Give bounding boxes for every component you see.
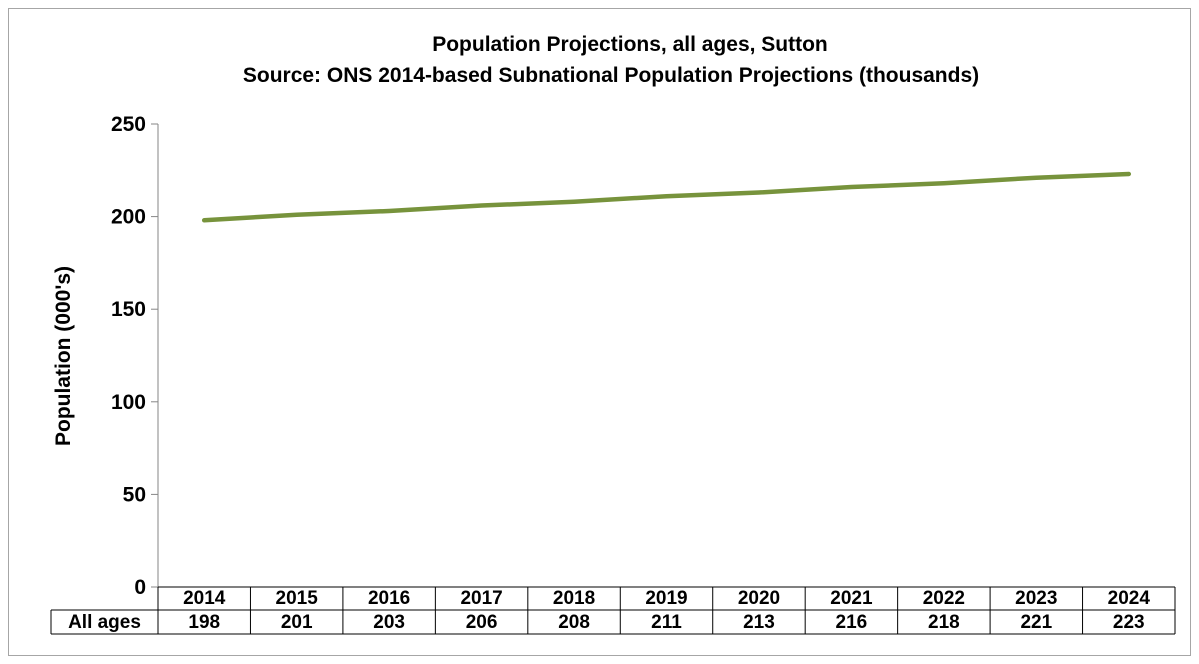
x-category-label: 2016 xyxy=(368,588,410,609)
y-tick-label: 250 xyxy=(111,113,146,136)
table-value-cell: 198 xyxy=(188,612,220,633)
x-category-label: 2015 xyxy=(276,588,319,609)
x-category-label: 2022 xyxy=(923,588,965,609)
table-value-cell: 208 xyxy=(558,612,590,633)
y-tick-label: 200 xyxy=(111,206,146,229)
x-category-label: 2014 xyxy=(183,588,226,609)
chart-title: Population Projections, all ages, Sutton xyxy=(432,33,828,56)
y-axis-label: Population (000's) xyxy=(52,266,75,446)
x-category-label: 2018 xyxy=(553,588,595,609)
x-category-label: 2017 xyxy=(460,588,502,609)
chart-subtitle: Source: ONS 2014-based Subnational Popul… xyxy=(243,64,979,87)
table-value-cell: 203 xyxy=(373,612,405,633)
plot-area: 0 50 100 150 200 250 2014 2015 2016 2017 2018 2019 2… xyxy=(50,113,1176,635)
x-category-label: 2021 xyxy=(830,588,873,609)
table-value-cell: 211 xyxy=(651,612,682,633)
table-value-cell: 221 xyxy=(1020,612,1052,633)
table-value-cell: 223 xyxy=(1113,612,1145,633)
table-value-cell: 201 xyxy=(281,612,313,633)
table-value-cell: 216 xyxy=(836,612,868,633)
table-value-cell: 206 xyxy=(466,612,498,633)
y-tick-label: 0 xyxy=(134,576,146,599)
chart-border xyxy=(8,8,1191,656)
y-tick-label: 50 xyxy=(123,483,146,506)
x-category-label: 2020 xyxy=(738,588,780,609)
y-tick-label: 100 xyxy=(111,391,146,414)
x-category-label: 2019 xyxy=(645,588,687,609)
table-row-label: All ages xyxy=(68,612,141,633)
table-value-cell: 218 xyxy=(928,612,960,633)
table-value-cell: 213 xyxy=(743,612,775,633)
y-tick-label: 150 xyxy=(111,298,146,321)
x-category-label: 2023 xyxy=(1015,588,1057,609)
x-category-label: 2024 xyxy=(1108,588,1151,609)
